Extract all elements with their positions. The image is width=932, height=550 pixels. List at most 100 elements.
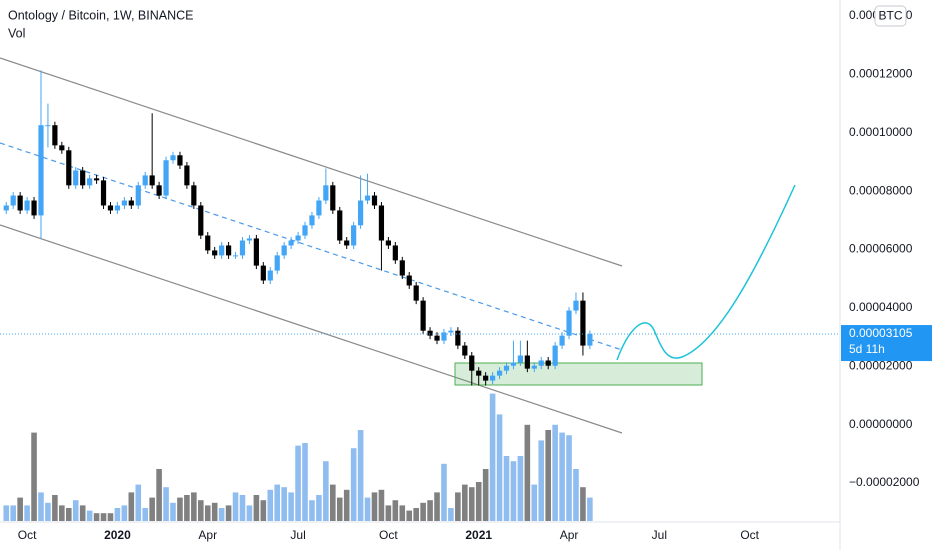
candle-body <box>128 200 134 206</box>
volume-bar <box>323 461 329 521</box>
volume-bar <box>288 492 294 521</box>
candle-body <box>219 245 225 256</box>
candle-body <box>177 155 183 166</box>
volume-bar <box>59 505 65 521</box>
volume-bar <box>281 487 287 521</box>
volume-bar <box>350 448 357 521</box>
volume-bar <box>79 505 86 521</box>
volume-bar <box>24 505 30 521</box>
volume-bar <box>434 492 440 521</box>
candle-body <box>496 370 503 376</box>
candle-body <box>52 125 58 146</box>
volume-bar <box>413 508 419 521</box>
volume-bar <box>538 440 545 521</box>
candle-body <box>309 215 315 226</box>
x-tick-label: Oct <box>740 528 759 542</box>
volume-bar <box>531 484 538 521</box>
volume-bar <box>38 492 44 521</box>
candle-body <box>24 200 30 211</box>
y-tick-label: 0.00008000 <box>849 183 913 197</box>
currency-badge <box>874 5 907 27</box>
candle-body <box>448 330 454 333</box>
y-tick-label: 0.00010000 <box>849 125 913 139</box>
channel-lower <box>0 224 623 434</box>
volume-bar <box>135 484 142 521</box>
volume-bar <box>448 508 454 521</box>
volume-bar <box>455 492 461 521</box>
volume-bar <box>239 495 246 521</box>
candle-body <box>73 170 79 186</box>
candle-body <box>239 240 246 256</box>
volume-label: Vol <box>8 26 25 40</box>
volume-bar <box>246 505 253 521</box>
volume-bar <box>31 432 37 521</box>
y-tick-label: 0.00000000 <box>849 417 913 431</box>
candle-body <box>524 355 530 369</box>
volume-bar <box>392 500 399 521</box>
candle-body <box>580 300 586 346</box>
candle-body <box>260 265 266 281</box>
candle-body <box>191 185 197 206</box>
volume-bar <box>10 505 17 521</box>
countdown-label: 5d 11h <box>849 342 885 356</box>
candle-layer <box>0 70 840 386</box>
candle-body <box>274 255 280 271</box>
volume-bar <box>93 513 100 521</box>
volume-bar <box>475 482 482 521</box>
candle-body <box>510 362 517 366</box>
candle-body <box>427 330 433 336</box>
candle-body <box>462 345 468 356</box>
volume-bar <box>545 430 551 521</box>
candle-body <box>3 205 9 211</box>
candle-body <box>198 205 204 236</box>
volume-bar <box>170 502 176 521</box>
volume-bar <box>427 500 433 521</box>
x-tick-label: Oct <box>379 528 398 542</box>
candle-body <box>545 360 551 366</box>
candle-body <box>121 200 127 206</box>
volume-bar <box>17 497 23 521</box>
candle-body <box>420 300 426 331</box>
volume-bar <box>399 505 406 521</box>
volume-bar <box>114 508 121 521</box>
y-tick-label: −0.00002000 <box>849 475 920 489</box>
volume-bar <box>580 487 586 521</box>
x-tick-label: Apr <box>560 528 579 542</box>
volume-bar <box>441 463 447 521</box>
volume-bar <box>587 497 593 521</box>
candle-body <box>59 145 65 151</box>
volume-bar <box>184 495 190 521</box>
volume-bar <box>302 443 308 521</box>
volume-bar <box>142 508 149 521</box>
volume-bar <box>100 513 107 521</box>
candle-body <box>566 310 572 336</box>
candle-body <box>45 125 51 127</box>
volume-layer <box>3 393 593 521</box>
volume-bar <box>316 495 322 521</box>
support-zone <box>454 362 703 386</box>
volume-bar <box>309 500 315 521</box>
candle-body <box>364 195 371 201</box>
last-price-label: 0.00003105 <box>849 326 913 340</box>
volume-bar <box>260 500 267 521</box>
candle-body <box>413 285 419 301</box>
volume-bar <box>378 489 385 521</box>
volume-bar <box>357 430 364 521</box>
candle-body <box>441 332 447 341</box>
candle-body <box>434 335 440 341</box>
candle-body <box>323 185 329 201</box>
candle-body <box>253 238 259 266</box>
volume-bar <box>128 492 135 521</box>
candle-body <box>351 225 357 246</box>
volume-bar <box>517 456 524 521</box>
volume-bar <box>149 497 155 521</box>
candle-body <box>392 245 398 261</box>
candle-body <box>100 180 107 206</box>
x-tick-label: Jul <box>290 528 305 542</box>
channel-upper <box>0 57 623 267</box>
volume-bar <box>468 487 475 521</box>
candle-body <box>66 150 72 186</box>
volume-bar <box>86 510 93 521</box>
